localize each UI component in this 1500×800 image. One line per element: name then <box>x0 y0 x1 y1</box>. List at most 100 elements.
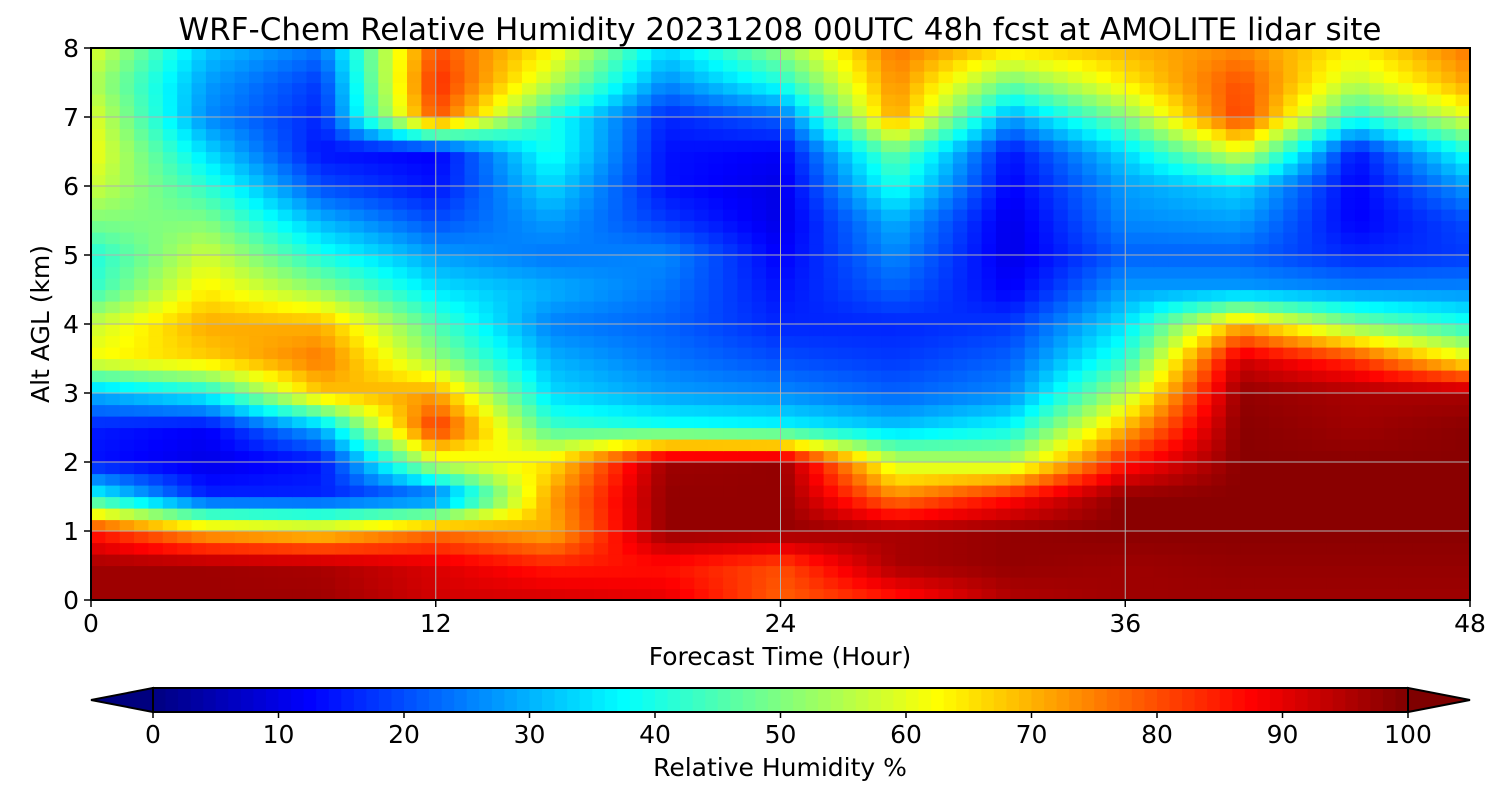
heatmap-cell <box>177 255 193 268</box>
heatmap-cell <box>349 335 365 348</box>
heatmap-cell <box>995 289 1011 302</box>
heatmap-cell <box>1283 48 1299 61</box>
heatmap-cell <box>1398 48 1414 61</box>
heatmap-cell <box>148 542 164 555</box>
heatmap-cell <box>694 151 710 164</box>
heatmap-cell <box>306 473 322 486</box>
heatmap-cell <box>1024 416 1040 429</box>
heatmap-cell <box>593 335 609 348</box>
colorbar-swatch <box>1395 688 1409 712</box>
heatmap-cell <box>995 381 1011 394</box>
heatmap-cell <box>794 427 810 440</box>
heatmap-cell <box>751 243 767 256</box>
heatmap-cell <box>349 427 365 440</box>
heatmap-cell <box>593 151 609 164</box>
heatmap-cell <box>478 335 494 348</box>
heatmap-cell <box>1326 220 1342 233</box>
heatmap-cell <box>1441 59 1457 72</box>
heatmap-cell <box>1039 324 1055 337</box>
heatmap-cell <box>952 301 968 314</box>
heatmap-cell <box>708 404 724 417</box>
heatmap-cell <box>981 174 997 187</box>
heatmap-cell <box>766 508 782 521</box>
heatmap-cell <box>435 94 451 107</box>
heatmap-cell <box>521 439 537 452</box>
heatmap-cell <box>981 439 997 452</box>
heatmap-cell <box>1197 312 1213 325</box>
heatmap-cell <box>1340 347 1356 360</box>
heatmap-cell <box>493 370 509 383</box>
heatmap-cell <box>1168 105 1184 118</box>
heatmap-cell <box>335 128 351 141</box>
heatmap-cell <box>708 427 724 440</box>
heatmap-cell <box>1355 427 1371 440</box>
heatmap-cell <box>435 105 451 118</box>
heatmap-cell <box>1197 577 1213 590</box>
heatmap-cell <box>407 197 422 210</box>
heatmap-cell <box>277 577 293 590</box>
heatmap-cell <box>378 577 394 590</box>
heatmap-cell <box>292 197 308 210</box>
heatmap-cell <box>478 255 494 268</box>
heatmap-cell <box>1082 473 1098 486</box>
heatmap-cell <box>363 531 379 544</box>
heatmap-cell <box>751 71 767 84</box>
heatmap-cell <box>608 450 624 463</box>
heatmap-cell <box>493 163 509 176</box>
heatmap-cell <box>909 347 925 360</box>
heatmap-cell <box>694 128 710 141</box>
heatmap-cell <box>536 71 552 84</box>
heatmap-cell <box>234 71 250 84</box>
heatmap-cell <box>938 232 954 245</box>
heatmap-cell <box>665 450 681 463</box>
heatmap-cell <box>866 289 882 302</box>
heatmap-cell <box>234 554 250 567</box>
heatmap-cell <box>1254 209 1270 222</box>
heatmap-cell <box>1297 393 1313 406</box>
heatmap-cell <box>205 565 221 578</box>
heatmap-cell <box>1182 71 1198 84</box>
heatmap-cell <box>723 82 738 95</box>
heatmap-cell <box>766 105 782 118</box>
heatmap-cell <box>737 117 753 130</box>
heatmap-cell <box>636 117 652 130</box>
heatmap-cell <box>148 462 164 475</box>
heatmap-cell <box>550 439 566 452</box>
heatmap-cell <box>1355 278 1371 291</box>
heatmap-cell <box>392 577 408 590</box>
heatmap-cell <box>335 174 351 187</box>
heatmap-cell <box>1082 255 1098 268</box>
heatmap-cell <box>464 588 480 601</box>
heatmap-cell <box>1125 381 1141 394</box>
heatmap-cell <box>1053 427 1069 440</box>
heatmap-cell <box>1182 232 1198 245</box>
heatmap-cell <box>435 554 451 567</box>
heatmap-cell <box>751 186 767 199</box>
heatmap-cell <box>421 381 437 394</box>
heatmap-cell <box>751 588 767 601</box>
heatmap-cell <box>952 358 968 371</box>
heatmap-cell <box>1283 450 1299 463</box>
heatmap-cell <box>148 485 164 498</box>
heatmap-cell <box>694 48 710 61</box>
heatmap-cell <box>622 496 638 509</box>
heatmap-cell <box>995 531 1011 544</box>
heatmap-cell <box>924 220 940 233</box>
heatmap-cell <box>1283 255 1299 268</box>
colorbar-tick-label: 10 <box>263 720 295 749</box>
colorbar-swatch <box>416 688 430 712</box>
heatmap-cell <box>249 531 264 544</box>
heatmap-cell <box>694 278 710 291</box>
heatmap-cell <box>995 59 1011 72</box>
heatmap-cell <box>1441 220 1457 233</box>
heatmap-cell <box>952 508 968 521</box>
heatmap-cell <box>493 381 509 394</box>
heatmap-cell <box>1283 427 1299 440</box>
heatmap-cell <box>1412 209 1428 222</box>
heatmap-cell <box>1441 531 1457 544</box>
heatmap-cell <box>363 266 379 279</box>
heatmap-cell <box>1067 427 1083 440</box>
heatmap-cell <box>938 266 954 279</box>
heatmap-cell <box>536 588 552 601</box>
heatmap-cell <box>651 347 667 360</box>
